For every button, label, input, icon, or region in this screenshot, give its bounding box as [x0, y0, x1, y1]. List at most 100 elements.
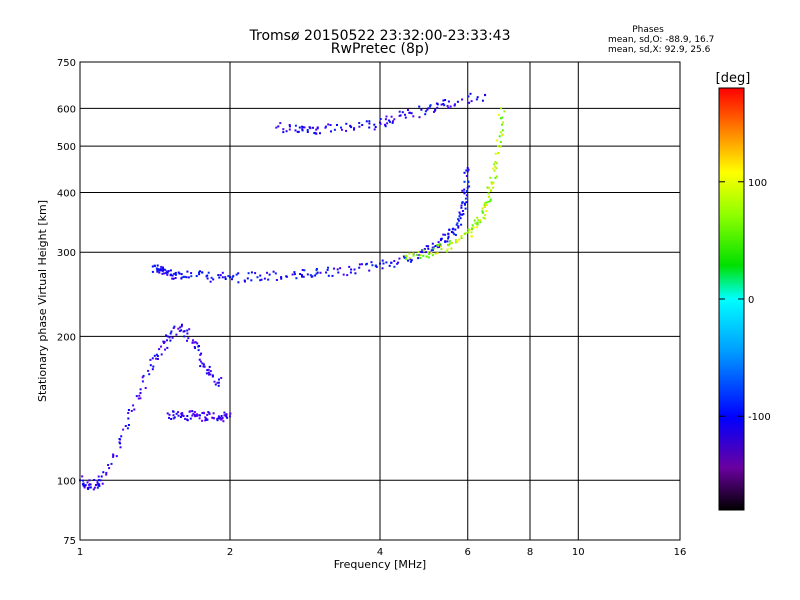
data-point [358, 122, 361, 124]
data-point [434, 252, 437, 255]
data-point [285, 275, 288, 278]
data-point [301, 275, 303, 278]
data-point [132, 404, 135, 407]
data-point [470, 235, 473, 238]
data-point [141, 380, 144, 383]
data-point [474, 222, 477, 225]
data-point [350, 126, 353, 129]
data-point [454, 228, 457, 231]
data-point [180, 329, 183, 332]
data-point [162, 266, 164, 269]
data-point [325, 271, 328, 274]
data-point [81, 475, 84, 478]
data-point [180, 412, 183, 415]
data-point [401, 111, 404, 114]
data-point [464, 207, 467, 210]
data-point [358, 125, 361, 128]
data-point [442, 233, 445, 236]
data-point [490, 189, 493, 192]
data-point [89, 486, 92, 489]
data-point [199, 365, 202, 368]
data-point [204, 416, 207, 419]
data-point [169, 332, 172, 335]
data-point [212, 278, 215, 281]
data-point [486, 186, 489, 189]
data-point [467, 168, 470, 171]
data-point [458, 238, 461, 241]
data-point [407, 109, 409, 111]
data-point [235, 273, 238, 276]
data-point [461, 201, 464, 204]
data-point [190, 272, 193, 275]
data-point [196, 413, 198, 416]
data-point [447, 237, 450, 240]
data-point [151, 265, 154, 268]
data-point [468, 185, 471, 188]
data-point [199, 360, 202, 363]
x-tick-label: 4 [377, 547, 383, 558]
data-point [192, 412, 195, 415]
data-point [211, 416, 214, 419]
data-point [457, 226, 460, 229]
data-point [186, 332, 189, 335]
data-point [442, 103, 445, 105]
data-point [224, 276, 227, 279]
data-point [466, 186, 469, 189]
data-point [426, 108, 429, 111]
data-point [133, 408, 136, 411]
data-point [391, 121, 394, 124]
data-point [194, 415, 197, 418]
data-point [461, 213, 464, 216]
data-point [220, 418, 223, 421]
data-point [457, 218, 460, 221]
data-point [451, 228, 454, 231]
data-point [272, 270, 275, 273]
data-point [489, 200, 492, 203]
data-point [443, 104, 446, 107]
data-point [187, 276, 190, 279]
data-point [168, 413, 171, 416]
data-point [483, 205, 486, 208]
data-point [473, 219, 476, 222]
y-tick-label: 500 [57, 142, 76, 153]
data-point [216, 417, 219, 420]
data-point [402, 255, 405, 258]
data-point [202, 363, 205, 366]
data-point [102, 471, 105, 474]
data-point [172, 410, 174, 413]
data-point [148, 373, 151, 376]
data-point [203, 365, 206, 368]
data-point [156, 355, 159, 358]
data-point [429, 105, 431, 108]
data-point [492, 181, 495, 184]
data-point [168, 336, 171, 339]
data-point [187, 337, 190, 340]
data-point [211, 374, 214, 377]
data-point [212, 412, 215, 415]
data-point [452, 231, 455, 234]
data-point [354, 272, 357, 275]
colorbar-tick-label: 0 [748, 295, 754, 306]
data-point [447, 100, 450, 103]
data-point [466, 167, 469, 169]
data-point [300, 274, 303, 276]
plot-frame [79, 61, 681, 541]
data-point [466, 170, 469, 173]
data-point [416, 253, 419, 256]
data-point [479, 219, 482, 222]
data-point [479, 221, 482, 224]
data-point [293, 271, 296, 274]
data-point [88, 483, 91, 486]
data-point [475, 98, 478, 101]
data-point [285, 130, 288, 133]
data-point [461, 98, 464, 101]
data-point [204, 419, 207, 422]
data-point [152, 365, 155, 368]
data-point [397, 261, 400, 264]
data-point [139, 388, 142, 391]
data-point [389, 120, 391, 123]
data-point [201, 412, 204, 414]
data-point [417, 257, 420, 260]
data-point [193, 346, 196, 348]
data-point [237, 281, 240, 284]
